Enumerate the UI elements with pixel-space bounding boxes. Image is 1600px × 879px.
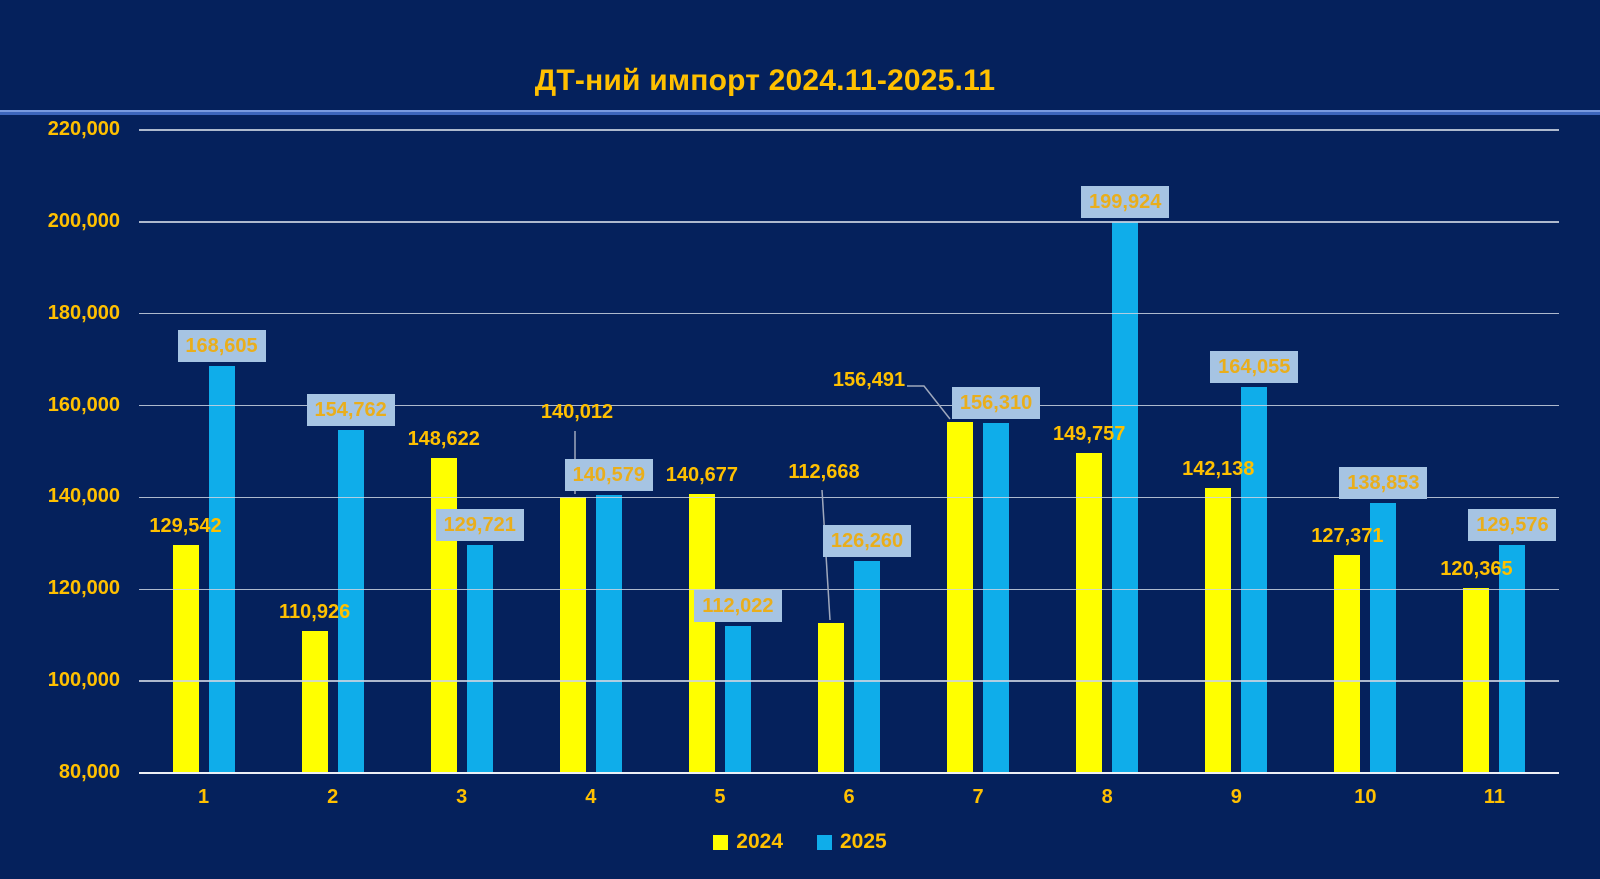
data-label-2024: 156,491 [832, 369, 906, 391]
data-label-2024: 148,622 [407, 427, 480, 450]
y-axis-tick-label: 100,000 [47, 669, 120, 692]
data-label-2024: 149,757 [1053, 422, 1126, 445]
y-axis-tick-label: 80,000 [58, 761, 120, 783]
data-label-2024: 142,138 [1182, 457, 1255, 480]
legend-swatch-2024 [713, 834, 729, 850]
x-axis-tick-label: 7 [972, 786, 984, 808]
gridline [139, 496, 1559, 499]
bar-2024 [947, 421, 974, 773]
gridline [139, 772, 1559, 775]
x-axis-tick-label: 3 [456, 786, 468, 808]
data-label-2025: 156,310 [952, 386, 1041, 419]
bar-2024 [1076, 452, 1103, 773]
legend-swatch-2025 [817, 834, 832, 850]
data-label-2025: 164,055 [1210, 350, 1299, 383]
bar-2025 [208, 366, 235, 773]
data-label-2025: 138,853 [1339, 466, 1428, 499]
legend-label-2025: 2025 [840, 830, 887, 853]
data-label-2024: 140,012 [540, 401, 614, 423]
x-axis-tick-label: 6 [843, 786, 855, 808]
bar-2024 [818, 622, 844, 773]
data-label-2025: 154,762 [306, 393, 395, 426]
chart-title: ДТ-ний импорт 2024.11-2025.11 [534, 64, 996, 97]
bar-2025 [1370, 502, 1397, 773]
y-axis-tick-label: 140,000 [47, 485, 120, 508]
legend: 2024 2025 [0, 830, 1600, 854]
bar-2025 [466, 544, 493, 773]
legend-item-2025: 2025 [817, 830, 887, 854]
y-axis-tick-label: 180,000 [47, 301, 120, 324]
data-label-2025: 140,579 [564, 458, 653, 491]
data-label-2025: 199,924 [1081, 186, 1170, 219]
bar-2024 [1463, 587, 1490, 773]
data-label-2024: 140,677 [665, 464, 739, 487]
title-divider-line [0, 110, 1600, 115]
x-axis-tick-label: 4 [585, 786, 597, 808]
legend-label-2024: 2024 [736, 830, 783, 853]
x-axis-tick-label: 11 [1483, 786, 1506, 808]
x-axis-tick-label: 1 [197, 786, 210, 808]
data-label-2024: 112,668 [788, 461, 860, 483]
data-label-2024: 129,542 [149, 515, 222, 538]
y-axis-tick-label: 120,000 [47, 577, 120, 600]
bar-2024 [1205, 487, 1232, 773]
legend-item-2024: 2024 [713, 830, 783, 854]
bar-2025 [595, 494, 622, 773]
bar-2024 [172, 545, 199, 773]
data-label-2024: 127,371 [1311, 525, 1384, 548]
bar-2025 [724, 625, 751, 773]
gridline [139, 129, 1559, 131]
x-axis-tick-label: 10 [1354, 786, 1377, 808]
bar-2025 [1499, 545, 1526, 773]
y-axis-tick-label: 220,000 [47, 118, 120, 140]
bar-2025 [1241, 386, 1268, 773]
data-label-2025: 129,576 [1468, 509, 1557, 542]
bar-2024 [430, 457, 457, 773]
x-axis-tick-label: 8 [1101, 786, 1113, 808]
gridline [139, 313, 1559, 315]
bar-2024 [301, 630, 328, 773]
bar-2025 [983, 422, 1010, 773]
x-axis-tick-label: 2 [327, 786, 339, 808]
y-axis-tick-label: 200,000 [47, 209, 120, 232]
gridline [139, 221, 1559, 223]
data-label-2025: 129,721 [435, 508, 524, 541]
bar-2025 [854, 560, 880, 773]
data-label-2024: 120,365 [1440, 557, 1513, 580]
bar-2025 [337, 429, 364, 773]
gridline [139, 404, 1559, 407]
data-label-2024: 110,926 [279, 600, 351, 623]
gridline [139, 588, 1559, 590]
bar-2024 [688, 494, 715, 773]
data-label-2025: 126,260 [823, 524, 911, 557]
data-label-2025: 168,605 [177, 330, 266, 363]
gridline [139, 680, 1559, 682]
x-axis-tick-label: 5 [714, 786, 726, 808]
bar-2024 [1334, 555, 1361, 773]
x-axis-tick-label: 9 [1230, 786, 1242, 808]
bar-2024 [559, 497, 586, 773]
data-label-2025: 112,022 [693, 589, 782, 622]
y-axis-tick-label: 160,000 [47, 393, 120, 416]
